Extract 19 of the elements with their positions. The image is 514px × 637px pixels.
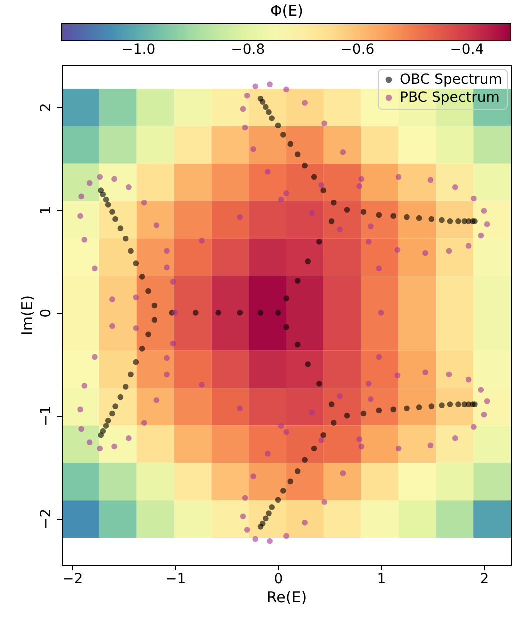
y-tick-label: 2 (38, 103, 54, 112)
y-axis-title: Im(E) (18, 295, 36, 336)
x-axis-title: Re(E) (266, 588, 307, 606)
x-tick-label: −1 (164, 572, 186, 588)
x-tick-label: 0 (274, 572, 283, 588)
y-tick-label: 1 (38, 206, 54, 216)
color-bar-label: −0.4 (450, 42, 484, 58)
y-tick-label: 0 (38, 308, 54, 318)
color-bar-label: −0.8 (231, 42, 266, 58)
x-tick-label: 1 (376, 572, 386, 588)
color-bar-label: −1.0 (122, 42, 156, 58)
color-bar-title: Φ(E) (270, 2, 304, 20)
x-tick-label: −2 (62, 572, 83, 588)
y-tick-label: −1 (38, 406, 54, 427)
y-tick-label: −2 (38, 508, 54, 530)
x-tick-label: 2 (480, 572, 489, 588)
legend-label: OBC Spectrum (400, 72, 502, 88)
legend-label: PBC Spectrum (400, 90, 500, 106)
color-bar-label: −0.6 (340, 42, 375, 58)
